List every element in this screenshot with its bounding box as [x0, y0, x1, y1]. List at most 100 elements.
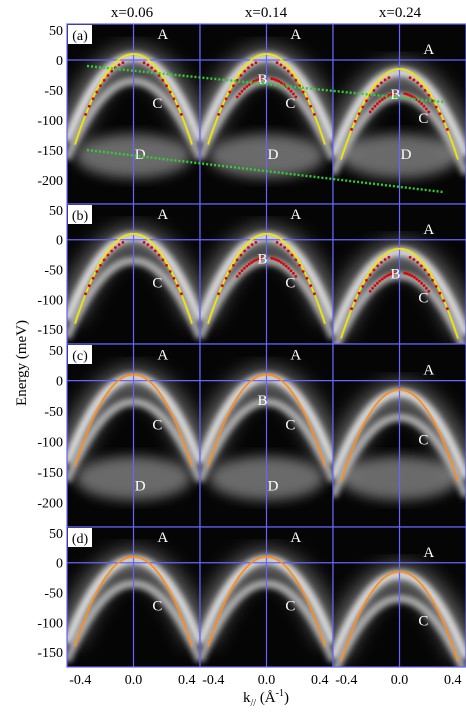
- mdc-peak: [292, 272, 295, 275]
- mdc-peak: [228, 90, 232, 94]
- mdc-peak: [427, 110, 431, 114]
- band-label-a: A: [157, 347, 168, 363]
- mdc-peak: [283, 66, 286, 70]
- band-label-a: A: [290, 207, 301, 223]
- mdc-peak: [298, 264, 301, 267]
- mdc-peak: [292, 92, 295, 96]
- y-tick-label: 50: [49, 24, 63, 39]
- mdc-peak: [431, 278, 434, 282]
- mdc-peak: [408, 273, 411, 277]
- x-axis-title-unit-open: (Å: [256, 690, 276, 706]
- mdc-peak: [423, 89, 427, 92]
- mdc-peak: [161, 78, 165, 82]
- band-label-c: C: [285, 417, 295, 433]
- mdc-peak: [438, 291, 442, 295]
- mdc-peak: [161, 258, 165, 262]
- y-tick-label: 0: [56, 54, 63, 69]
- mdc-peak: [142, 61, 146, 65]
- y-axis-title: Energy (meV): [14, 320, 30, 406]
- mdc-peak: [380, 98, 384, 101]
- mdc-peak: [87, 104, 91, 108]
- mdc-peak: [254, 61, 258, 65]
- mdc-peak: [301, 90, 305, 94]
- mdc-peak: [235, 95, 239, 99]
- mdc-peak: [121, 61, 125, 65]
- band-label-b: B: [390, 87, 400, 103]
- mdc-peak: [427, 289, 431, 293]
- mdc-peak: [220, 104, 224, 108]
- mdc-peak: [415, 277, 419, 281]
- mdc-peak: [289, 89, 293, 93]
- mdc-peak: [416, 81, 419, 85]
- band-label-c: C: [418, 290, 428, 306]
- row-label: (d): [72, 532, 89, 547]
- x-axis-ticks: -0.4 0.0 0.4 -0.4 0.0 0.4 -0.4 0.0 0.4: [69, 673, 461, 688]
- mdc-peak: [380, 81, 383, 85]
- mdc-peak: [371, 286, 374, 290]
- mdc-peak: [250, 243, 254, 247]
- mdc-peaks: [350, 255, 449, 311]
- panel-content: [67, 24, 200, 204]
- mdc-peak: [392, 271, 396, 275]
- mdc-peak: [247, 246, 250, 249]
- mdc-peak: [84, 292, 87, 296]
- mdc-peak: [371, 107, 374, 111]
- mdc-peak: [434, 105, 438, 109]
- mdc-peak: [287, 266, 290, 270]
- mdc-peak: [255, 258, 258, 262]
- x-tick-label: 0.4: [444, 673, 462, 688]
- x-tick-label: 0.0: [391, 673, 409, 688]
- mdc-peak: [255, 78, 258, 82]
- mdc-peak: [87, 284, 91, 288]
- mdc-peak: [272, 257, 276, 261]
- y-tick-label: 50: [49, 344, 63, 359]
- band-label-a: A: [157, 27, 168, 43]
- mdc-peak: [239, 253, 243, 257]
- row-label-bg: [68, 25, 92, 44]
- mdc-peak: [417, 279, 421, 283]
- mdc-peak: [275, 61, 279, 65]
- band-label-b: B: [257, 72, 267, 88]
- mdc-peak: [146, 63, 150, 67]
- mdc-peak: [376, 264, 380, 268]
- mdc-peak: [250, 63, 254, 67]
- panel-content: [333, 24, 466, 204]
- mdc-peak: [238, 92, 242, 96]
- mdc-peak: [403, 92, 407, 95]
- mdc-peak: [361, 285, 365, 288]
- mdc-peak: [419, 264, 423, 268]
- fit-curve: [74, 373, 193, 467]
- mdc-peak: [284, 264, 288, 268]
- mdc-peak: [416, 261, 419, 264]
- mdc-peak: [422, 104, 426, 108]
- mdc-peak: [383, 96, 386, 100]
- band-label-c: C: [152, 275, 162, 291]
- mdc-peak: [217, 292, 221, 296]
- y-tick-label: -200: [37, 174, 63, 189]
- mdc-peak: [95, 90, 99, 94]
- y-tick-label: 50: [49, 527, 63, 542]
- mdc-peak: [350, 127, 353, 131]
- mdc-peak: [405, 272, 409, 276]
- x-tick-label: -0.4: [69, 673, 91, 688]
- mdc-peak: [247, 262, 251, 266]
- mdc-peak: [286, 249, 290, 253]
- mdc-peak: [427, 93, 431, 97]
- mdc-peak: [420, 281, 423, 285]
- mdc-peak: [106, 74, 110, 77]
- column-title: x=0.24: [379, 5, 422, 21]
- mdc-peak: [180, 113, 183, 116]
- fit-curve: [74, 53, 193, 145]
- mdc-peak: [247, 83, 251, 86]
- x-axis-title-main: k: [243, 690, 251, 706]
- y-tick-label: -150: [37, 466, 63, 481]
- mdc-peak: [150, 66, 154, 70]
- y-tick-label: -100: [37, 436, 63, 451]
- mdc-peak: [243, 249, 247, 253]
- mdc-peak: [243, 69, 247, 73]
- mdc-peak: [220, 284, 224, 288]
- panel: AC: [332, 343, 466, 528]
- mdc-peak: [277, 259, 281, 263]
- mdc-peak: [378, 100, 382, 103]
- mdc-peak: [309, 284, 313, 288]
